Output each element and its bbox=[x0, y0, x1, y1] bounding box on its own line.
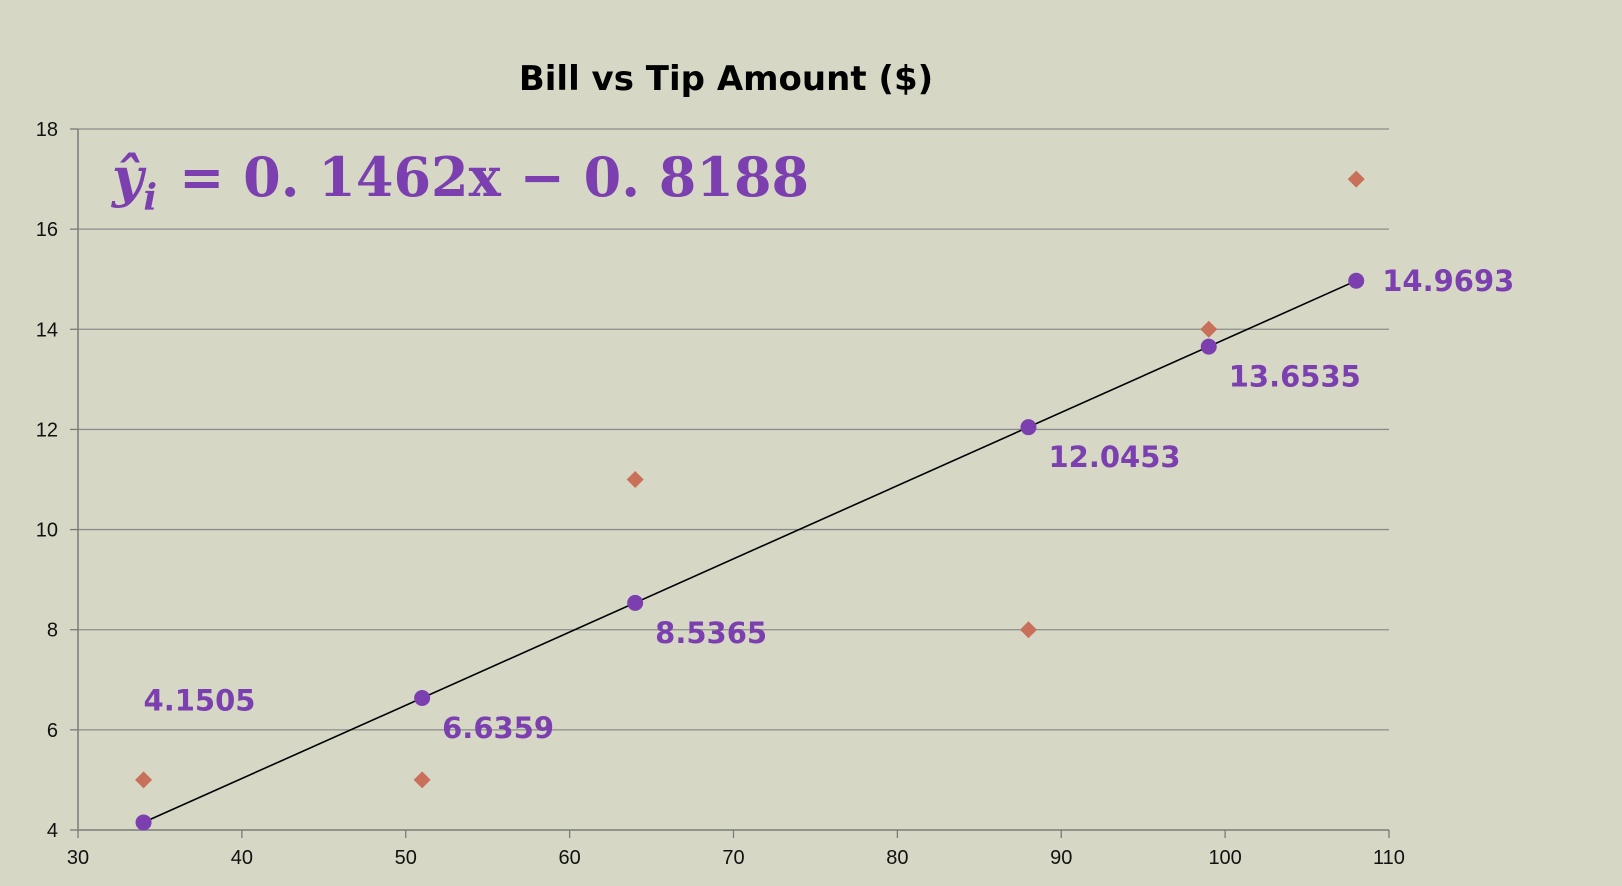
data-label: 8.5365 bbox=[655, 616, 767, 650]
data-marks bbox=[135, 170, 1365, 831]
y-tick-label: 18 bbox=[36, 119, 58, 141]
observed-point bbox=[135, 771, 153, 789]
chart-title: Bill vs Tip Amount ($) bbox=[519, 59, 933, 99]
data-label: 13.6535 bbox=[1229, 360, 1361, 394]
x-tick-label: 50 bbox=[395, 847, 417, 869]
observed-point bbox=[1200, 320, 1218, 338]
equation-rhs: = 0. 1462x − 0. 8188 bbox=[179, 145, 809, 209]
data-label: 12.0453 bbox=[1048, 440, 1180, 474]
y-tick-label: 8 bbox=[47, 620, 58, 642]
predicted-point bbox=[1200, 338, 1217, 355]
equation-subscript: i bbox=[143, 177, 157, 219]
observed-point bbox=[626, 471, 644, 488]
tick-labels: 4 6 8 10 12 14 16 18 30 40 50 60 70 80 90 100 110 bbox=[36, 119, 1405, 869]
y-tick-label: 6 bbox=[47, 720, 58, 742]
data-labels: 4.1505 6.6359 8.5365 12.0453 13.6535 14.9693 bbox=[144, 264, 1515, 745]
y-tick-label: 12 bbox=[36, 419, 58, 441]
x-tick-label: 80 bbox=[886, 847, 908, 869]
regression-line-group bbox=[143, 279, 1357, 824]
y-tick-label: 4 bbox=[47, 820, 58, 842]
y-tick-label: 16 bbox=[36, 219, 58, 241]
x-tick-label: 100 bbox=[1208, 847, 1241, 869]
data-label: 6.6359 bbox=[442, 711, 554, 745]
predicted-point bbox=[1348, 272, 1365, 289]
x-tick-label: 60 bbox=[559, 847, 581, 869]
observed-point bbox=[413, 771, 431, 789]
data-label: 14.9693 bbox=[1382, 264, 1514, 298]
data-label: 4.1505 bbox=[144, 683, 256, 717]
predicted-point bbox=[414, 690, 431, 707]
y-tick-label: 14 bbox=[36, 319, 58, 341]
equation-lhs: ŷ bbox=[111, 145, 147, 209]
x-tick-label: 110 bbox=[1373, 847, 1405, 869]
regression-line bbox=[143, 279, 1357, 824]
predicted-point bbox=[135, 814, 152, 831]
y-tick-label: 10 bbox=[36, 520, 58, 542]
observed-point bbox=[1019, 621, 1037, 639]
x-tick-label: 40 bbox=[231, 847, 253, 869]
x-tick-label: 30 bbox=[67, 847, 89, 869]
predicted-point bbox=[627, 594, 644, 611]
gridlines bbox=[78, 128, 1389, 731]
regression-equation: ŷi = 0. 1462x − 0. 8188 bbox=[111, 145, 809, 219]
predicted-point bbox=[1020, 419, 1037, 436]
axes bbox=[70, 128, 1390, 838]
x-tick-label: 70 bbox=[722, 847, 744, 869]
observed-point bbox=[1347, 170, 1365, 188]
x-tick-label: 90 bbox=[1050, 847, 1072, 869]
